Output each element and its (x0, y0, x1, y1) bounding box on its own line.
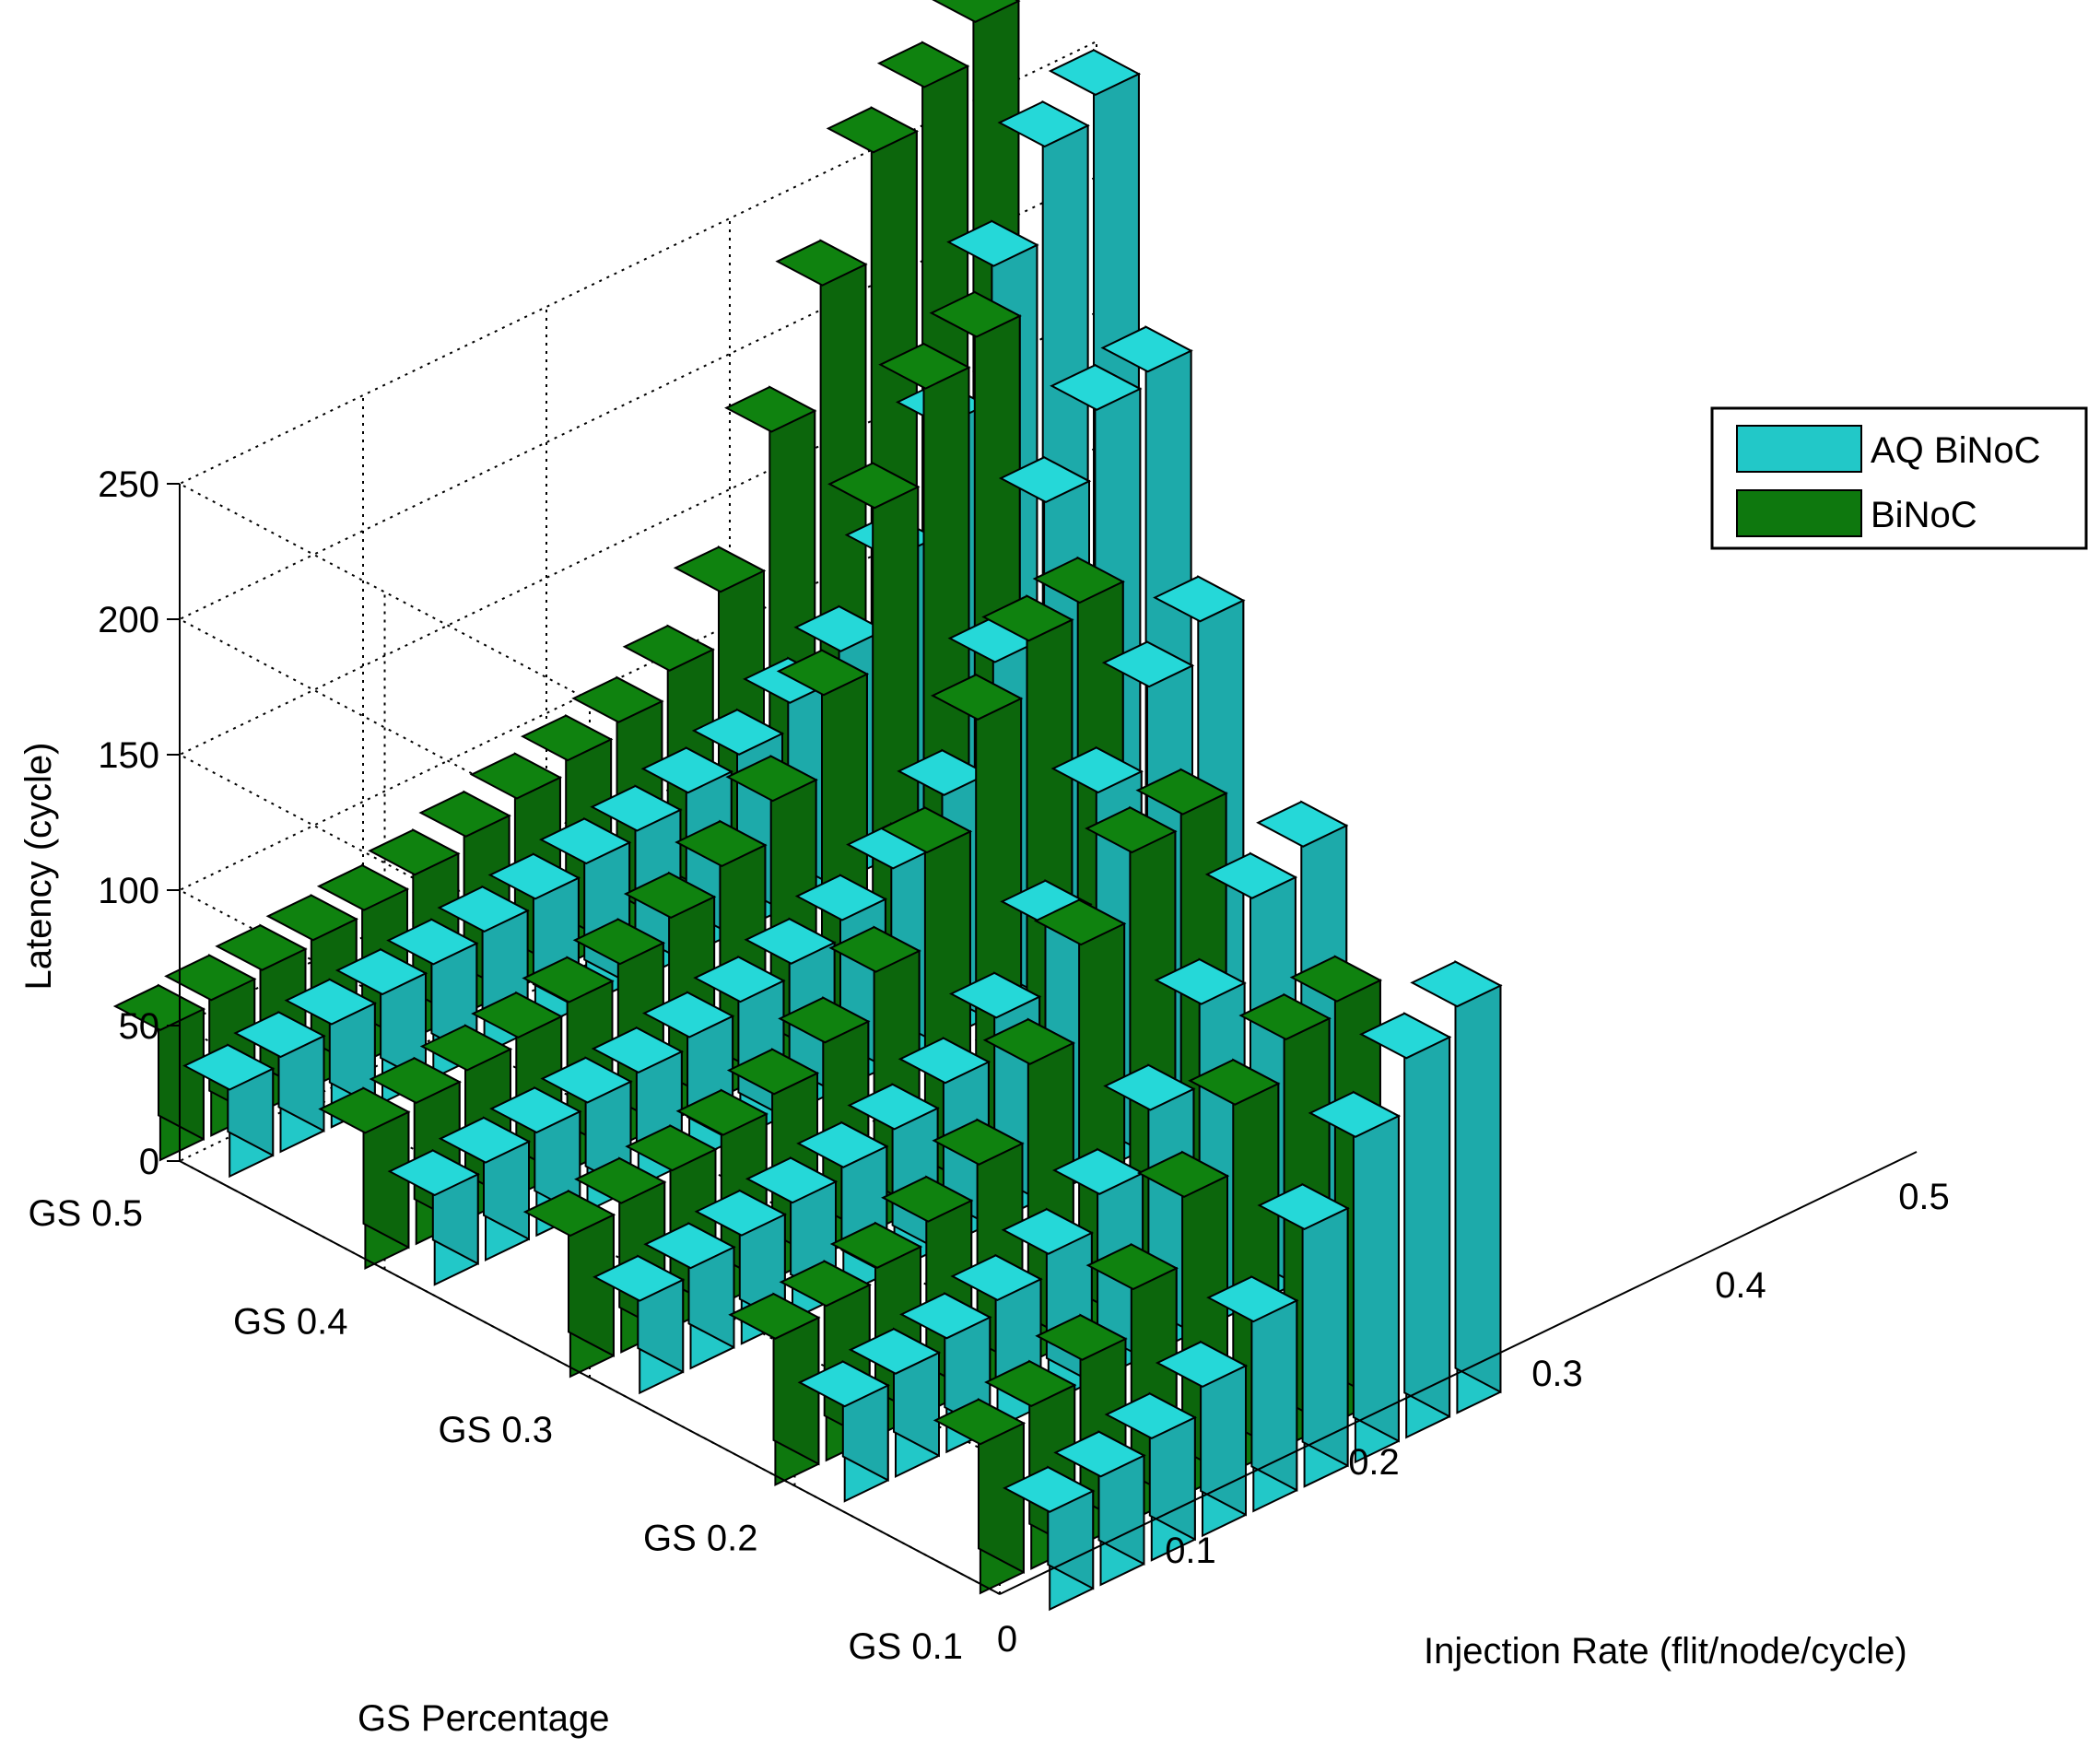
bars (112, 0, 1503, 1612)
legend-swatch-binoc (1736, 489, 1862, 537)
bar-aq-binoc (1308, 1090, 1402, 1464)
x-tick-label: 0.1 (1165, 1531, 1216, 1571)
z-tick-label: 150 (98, 735, 159, 776)
bar-aq-binoc (848, 1327, 942, 1478)
y-tick-label: GS 0.3 (438, 1410, 553, 1450)
x-axis-line (999, 1151, 1918, 1595)
bar-aq-binoc (1358, 1012, 1452, 1439)
bar-aq-binoc (1410, 960, 1503, 1414)
z-tick-label: 100 (98, 871, 159, 911)
x-tick-label: 0.4 (1715, 1265, 1766, 1306)
bar-aq-binoc (233, 1010, 326, 1154)
bar-aq-binoc (387, 1148, 480, 1286)
x-tick-label: 0.3 (1531, 1354, 1583, 1394)
bar-aq-binoc (592, 1254, 686, 1395)
y-axis-line (179, 1160, 1001, 1595)
bar-binoc (112, 983, 206, 1162)
bar-aq-binoc (182, 1043, 276, 1179)
bar-aq-binoc (1206, 1274, 1299, 1513)
y-tick-label: GS 0.1 (848, 1626, 963, 1667)
x-axis-title: Injection Rate (flit/node/cycle) (1424, 1631, 1907, 1672)
legend-swatch-aq-binoc (1736, 425, 1862, 473)
y-tick-label: GS 0.2 (643, 1519, 758, 1559)
bar-aq-binoc (797, 1359, 890, 1503)
bar-binoc (318, 1086, 411, 1270)
bar-aq-binoc (1257, 1182, 1350, 1488)
bar-binoc (728, 1292, 821, 1486)
axes (167, 483, 1918, 1595)
y-axis-title: GS Percentage (358, 1698, 610, 1739)
z-tick-label: 0 (139, 1142, 159, 1182)
bar-aq-binoc (643, 1221, 736, 1370)
z-tick-label: 250 (98, 464, 159, 505)
bar-aq-binoc (1053, 1430, 1146, 1587)
bar-binoc (933, 1398, 1027, 1595)
legend-label-binoc: BiNoC (1871, 495, 1977, 535)
bar-aq-binoc (1104, 1391, 1198, 1562)
z-axis-title: Latency (cycle) (18, 743, 59, 991)
bar-aq-binoc (1155, 1340, 1249, 1538)
bar-aq-binoc (438, 1116, 532, 1261)
x-tick-label: 0.2 (1348, 1442, 1400, 1483)
y-tick-label: GS 0.5 (28, 1193, 143, 1234)
z-tick-label: 200 (98, 600, 159, 640)
x-tick-label: 0 (997, 1619, 1017, 1660)
z-tick-label: 50 (119, 1006, 160, 1047)
y-tick-label: GS 0.4 (233, 1302, 348, 1343)
legend-label-aq-binoc: AQ BiNoC (1871, 430, 2041, 471)
x-tick-label: 0.5 (1898, 1177, 1950, 1217)
bar-binoc (522, 1189, 616, 1379)
bar-aq-binoc (1003, 1465, 1096, 1612)
legend: AQ BiNoC BiNoC (1710, 406, 2088, 550)
tick-labels: 0 50 100 150 200 250 0 0.1 0.2 0.3 0.4 0.5 GS 0.5 GS … (28, 464, 1949, 1667)
